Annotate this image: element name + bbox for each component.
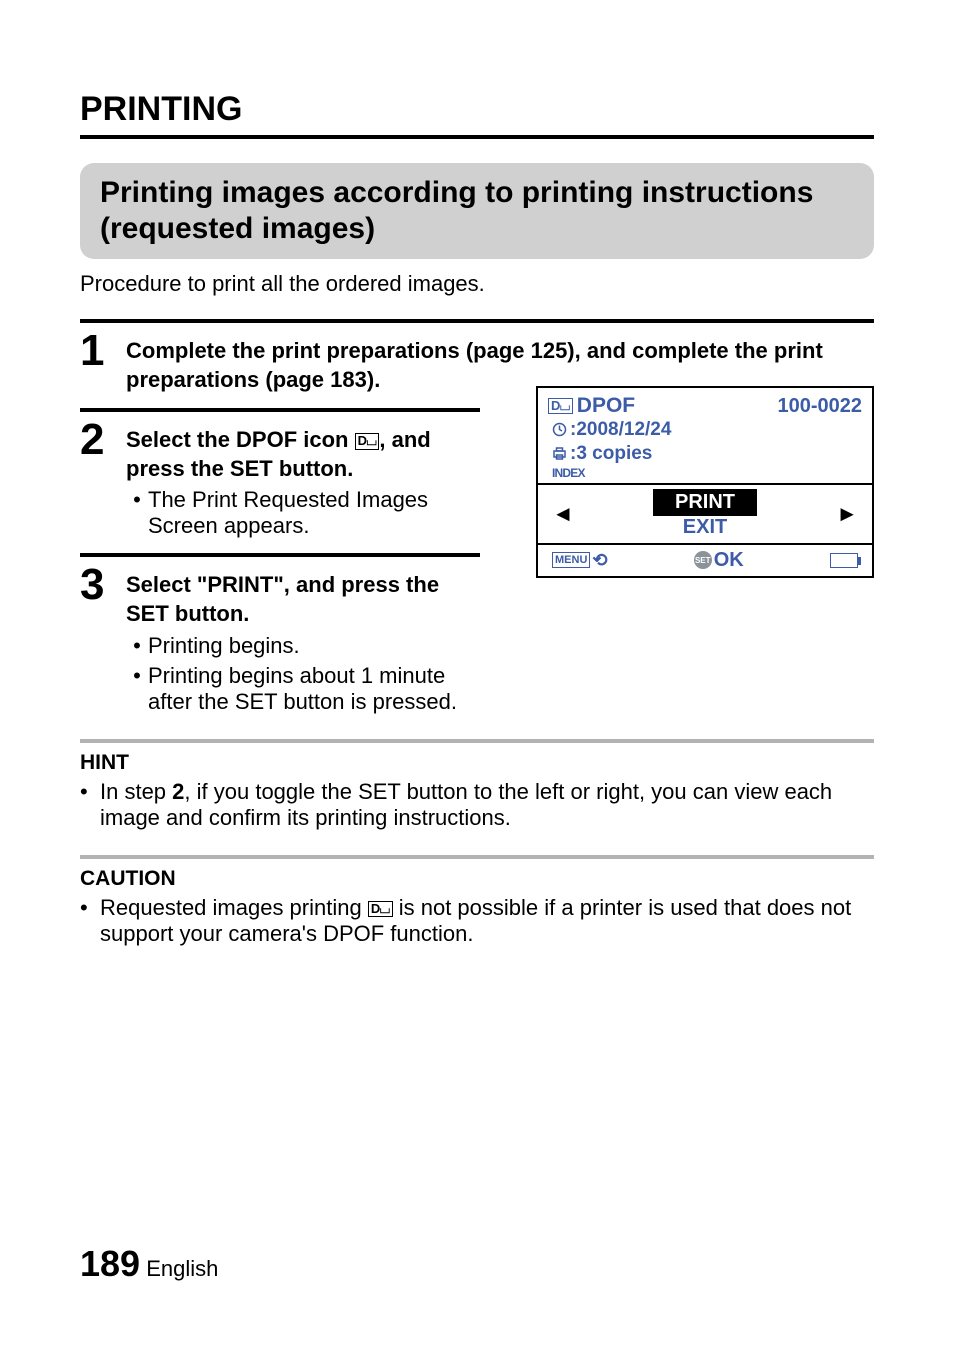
section-header: Printing images according to printing in… <box>80 163 874 259</box>
screen-date-row: :2008/12/24 <box>552 418 862 442</box>
caution-pre: Requested images printing <box>100 895 368 920</box>
page-language: English <box>146 1256 218 1281</box>
screen-print-option[interactable]: PRINT <box>653 489 757 516</box>
battery-icon <box>830 553 858 568</box>
step-3-text: Select "PRINT", and press the SET button… <box>126 571 480 628</box>
step-3-sub-2-text: Printing begins about 1 minute after the… <box>148 663 480 715</box>
menu-back[interactable]: MENU ⟲ <box>552 550 607 571</box>
step-number: 3 <box>80 565 126 605</box>
step-2-pre: Select the DPOF icon <box>126 427 355 452</box>
printer-icon <box>552 446 567 461</box>
screen-copies-row: :3 copies <box>552 442 862 466</box>
caution-title: CAUTION <box>80 867 874 891</box>
screen-dpof-label: DPOF <box>577 394 635 418</box>
bullet-icon: • <box>80 895 100 947</box>
step-3-sub-2: • Printing begins about 1 minute after t… <box>126 663 480 715</box>
left-arrow-icon[interactable]: ◄ <box>552 501 574 527</box>
step-number: 1 <box>80 331 126 371</box>
step-number: 2 <box>80 420 126 460</box>
caution-block: CAUTION • Requested images printing D⌴ i… <box>80 855 874 947</box>
screen-copies: :3 copies <box>570 442 652 466</box>
right-arrow-icon[interactable]: ► <box>836 501 858 527</box>
step-3: 3 Select "PRINT", and press the SET butt… <box>80 553 480 714</box>
hint-title: HINT <box>80 751 874 775</box>
step-3-sub-1-text: Printing begins. <box>148 633 300 659</box>
bullet-icon: • <box>126 633 148 659</box>
step-2: 2 Select the DPOF icon D⌴, and press the… <box>80 408 480 539</box>
step-2-sub-1: • The Print Requested Images Screen appe… <box>126 487 480 539</box>
hint-pre: In step <box>100 779 172 804</box>
intro-text: Procedure to print all the ordered image… <box>80 271 874 297</box>
step-2-sub-1-text: The Print Requested Images Screen appear… <box>148 487 480 539</box>
lcd-screen: D⌴ DPOF 100-0022 :2008/12/24 :3 copies I… <box>536 386 874 578</box>
screen-index: INDEX <box>552 466 862 481</box>
page-footer: 189 English <box>80 1243 218 1285</box>
bullet-icon: • <box>126 663 148 715</box>
bullet-icon: • <box>126 487 148 539</box>
caution-body: • Requested images printing D⌴ is not po… <box>80 895 874 947</box>
clock-icon <box>552 422 567 437</box>
step-1: 1 Complete the print preparations (page … <box>80 319 874 394</box>
dpof-icon: D⌴ <box>548 398 573 414</box>
set-icon: SET <box>694 551 712 569</box>
menu-icon: MENU <box>552 552 590 568</box>
page-title: PRINTING <box>80 90 874 139</box>
screen-exit-option[interactable]: EXIT <box>683 516 727 538</box>
step-2-text: Select the DPOF icon D⌴, and press the S… <box>126 426 480 483</box>
ok-label: OK <box>714 549 744 572</box>
hint-block: HINT • In step 2, if you toggle the SET … <box>80 739 874 831</box>
return-arrow-icon: ⟲ <box>592 550 607 571</box>
step-3-sub-1: • Printing begins. <box>126 633 480 659</box>
dpof-icon: D⌴ <box>368 901 393 917</box>
screen-file-number: 100-0022 <box>777 395 862 418</box>
hint-post: , if you toggle the SET button to the le… <box>100 779 832 830</box>
hint-step-ref: 2 <box>172 779 184 804</box>
page-number: 189 <box>80 1243 140 1284</box>
hint-body: • In step 2, if you toggle the SET butto… <box>80 779 874 831</box>
bullet-icon: • <box>80 779 100 831</box>
screen-date: :2008/12/24 <box>570 418 671 442</box>
screen-ok[interactable]: SET OK <box>694 549 744 572</box>
dpof-icon: D⌴ <box>355 433 380 449</box>
